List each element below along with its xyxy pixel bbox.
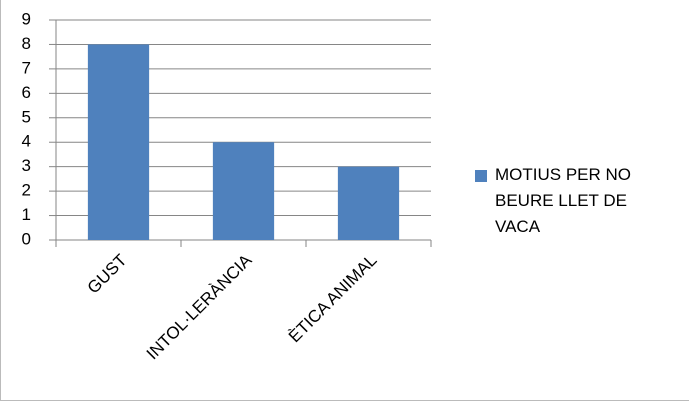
legend-key xyxy=(475,170,487,182)
y-tick-label: 0 xyxy=(22,229,31,248)
chart: 0 1 2 3 4 5 6 7 8 9 GUST INTOL·LERÀNCIA ÈTICA ANIMAL xyxy=(22,9,432,363)
y-tick-label: 2 xyxy=(22,181,31,200)
y-tick-label: 9 xyxy=(22,9,31,28)
bar xyxy=(87,44,150,240)
bar xyxy=(212,142,275,240)
x-tick-label: INTOL·LERÀNCIA xyxy=(143,250,256,363)
legend-label: MOTIUS PER NO BEURE LLET DE VACA xyxy=(495,165,632,236)
x-tick-label: ÈTICA ANIMAL xyxy=(285,251,381,347)
x-tick-label: GUST xyxy=(84,251,131,298)
legend: MOTIUS PER NO BEURE LLET DE VACA xyxy=(475,162,675,240)
y-tick-label: 3 xyxy=(22,156,31,175)
y-tick-label: 6 xyxy=(22,83,31,102)
y-tick-label: 5 xyxy=(22,107,31,126)
bar xyxy=(337,166,400,240)
y-tick-label: 1 xyxy=(22,205,31,224)
y-tick-label: 8 xyxy=(22,34,31,53)
y-tick-label: 7 xyxy=(22,58,31,77)
y-tick-label: 4 xyxy=(22,132,31,151)
